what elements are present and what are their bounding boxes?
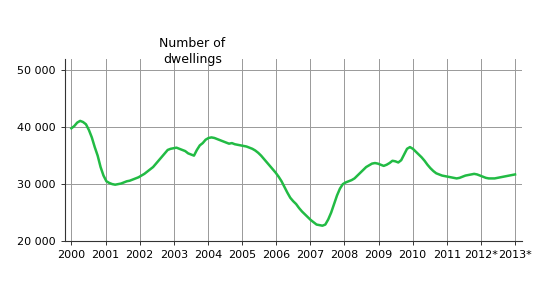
Text: Number of
dwellings: Number of dwellings bbox=[159, 37, 226, 66]
